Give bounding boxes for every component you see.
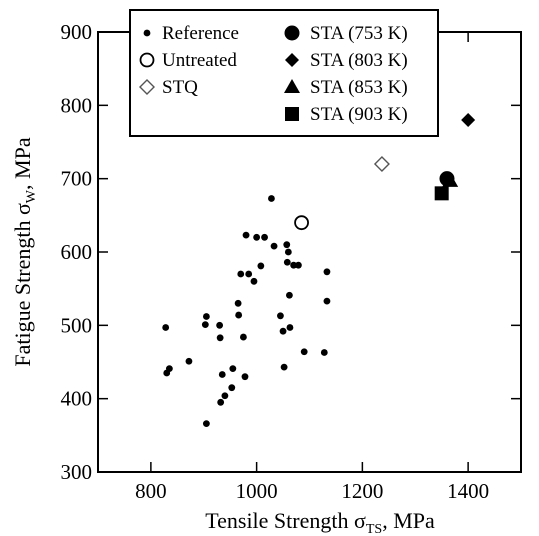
legend-label-sta-853-k: STA (853 K)	[310, 77, 408, 98]
y-tick-label: 600	[61, 240, 93, 264]
data-point-reference	[261, 233, 268, 241]
legend-marker-sta-753-k	[284, 25, 300, 41]
data-points	[162, 113, 476, 427]
data-point-reference	[300, 348, 308, 356]
y-tick-label: 300	[61, 460, 93, 484]
data-point-reference	[257, 262, 265, 270]
y-tick-label: 800	[61, 93, 93, 117]
legend-marker-sta-803-k	[285, 53, 299, 67]
data-point-reference	[201, 321, 209, 328]
data-point-reference	[185, 357, 193, 365]
data-point-reference	[202, 420, 210, 427]
data-point-reference	[280, 363, 288, 371]
data-point-reference	[242, 231, 250, 239]
data-point-reference	[323, 297, 331, 305]
data-point-reference	[286, 291, 293, 299]
data-point-reference	[165, 365, 173, 372]
data-point-reference	[234, 299, 242, 307]
data-point-reference	[320, 349, 328, 356]
data-point-reference	[229, 365, 237, 372]
data-point-reference	[240, 333, 247, 341]
data-point-reference	[268, 195, 275, 202]
data-point-reference	[277, 312, 284, 320]
y-tick-label: 700	[61, 167, 93, 191]
data-point-reference	[217, 398, 225, 406]
y-axis-title: Fatigue Strength σW, MPa	[10, 137, 39, 366]
data-point-untreated	[294, 215, 309, 231]
data-point-sta-903-k	[434, 186, 449, 201]
data-point-reference	[235, 311, 243, 319]
legend-marker-sta-903-k	[285, 107, 299, 121]
data-point-sta-853-k	[442, 172, 459, 187]
y-tick-label: 900	[61, 20, 93, 44]
data-point-reference	[221, 392, 229, 400]
y-axis-ticks: 300 400 500 600 700 800 900	[61, 20, 521, 484]
data-point-reference	[286, 324, 294, 331]
legend-marker-untreated	[139, 52, 155, 68]
x-axis-ticks: 800 1000 1200 1400	[135, 32, 489, 503]
legend-label-sta-753-k: STA (753 K)	[310, 23, 408, 44]
data-point-reference	[279, 327, 287, 335]
legend-label-untreated: Untreated	[162, 50, 237, 71]
data-point-reference	[294, 261, 302, 269]
legend-box	[129, 9, 439, 137]
legend-label-sta-903-k: STA (903 K)	[310, 104, 408, 125]
data-point-reference	[241, 373, 249, 381]
data-point-reference	[283, 241, 291, 249]
y-tick-label: 400	[61, 387, 93, 411]
legend-marker-sta-853-k	[284, 79, 300, 93]
legend-label-stq: STQ	[162, 77, 198, 98]
data-point-reference	[216, 321, 224, 329]
data-point-reference	[245, 270, 253, 278]
legend-marker-reference	[143, 29, 151, 37]
x-axis-title: Tensile Strength σTS, MPa	[205, 508, 435, 536]
data-point-reference	[323, 268, 331, 276]
data-point-reference	[202, 313, 210, 320]
data-point-reference	[283, 258, 291, 266]
data-point-reference	[270, 242, 278, 250]
legend-label-sta-803-k: STA (803 K)	[310, 50, 408, 71]
x-tick-label: 1000	[236, 479, 278, 503]
data-point-reference	[250, 277, 258, 285]
data-point-reference	[228, 384, 236, 392]
data-point-stq	[373, 156, 390, 172]
x-tick-label: 1400	[447, 479, 489, 503]
data-point-sta-803-k	[461, 113, 476, 127]
legend: Reference Untreated STQ STA (753 K) STA (803…	[129, 9, 439, 137]
y-tick-label: 500	[61, 313, 93, 337]
legend-label-reference: Reference	[162, 23, 239, 44]
legend-marker-stq	[139, 79, 155, 95]
data-point-reference	[237, 270, 245, 278]
data-point-reference	[253, 233, 261, 241]
x-tick-label: 1200	[341, 479, 383, 503]
data-point-reference	[218, 371, 226, 378]
data-point-reference	[290, 261, 298, 269]
data-point-reference	[216, 334, 224, 342]
data-point-reference	[162, 324, 170, 331]
x-tick-label: 800	[135, 479, 167, 503]
data-point-reference	[284, 248, 292, 256]
